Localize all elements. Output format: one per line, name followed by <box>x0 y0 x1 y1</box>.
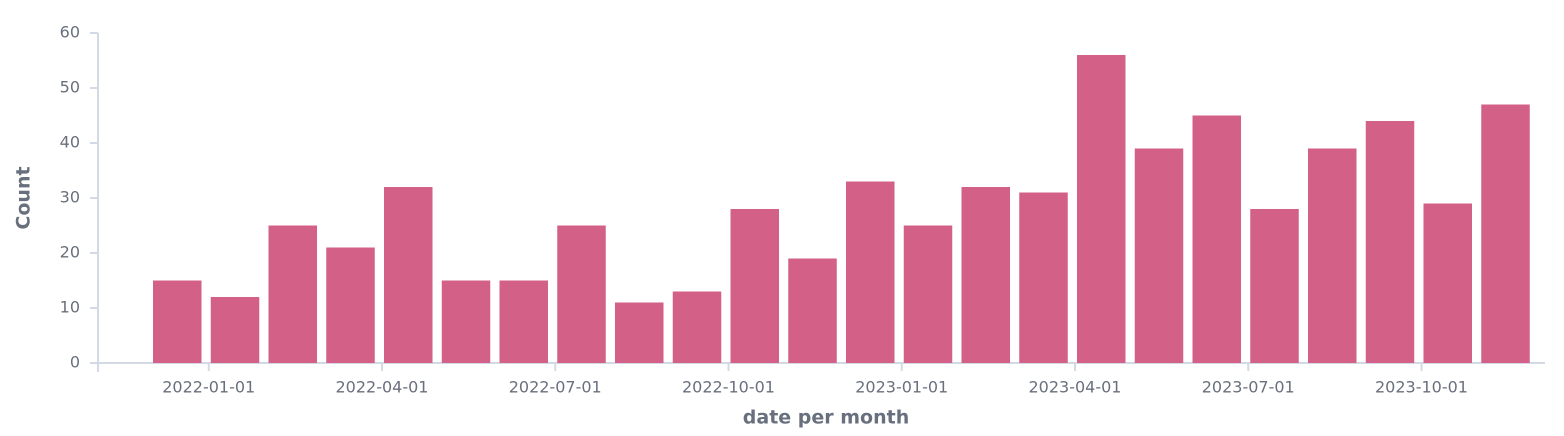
x-tick-label: 2022-04-01 <box>336 378 429 397</box>
bar <box>1192 115 1242 363</box>
x-tick-label: 2022-10-01 <box>682 378 775 397</box>
y-tick-label: 10 <box>60 298 80 317</box>
x-tick-label: 2022-07-01 <box>509 378 602 397</box>
bar <box>961 187 1011 363</box>
y-tick-label: 50 <box>60 78 80 97</box>
bar <box>268 225 318 363</box>
bar <box>1019 192 1068 363</box>
bar <box>903 225 953 363</box>
bar <box>153 280 202 363</box>
y-tick-label: 20 <box>60 243 80 262</box>
bar <box>846 181 895 363</box>
x-tick-label: 2023-01-01 <box>855 378 948 397</box>
bar <box>1423 203 1473 363</box>
bar <box>499 280 549 363</box>
bar <box>441 280 491 363</box>
bar <box>730 209 780 363</box>
bar <box>1077 55 1126 363</box>
bar <box>615 302 664 363</box>
bar <box>384 187 433 363</box>
bar <box>326 247 375 363</box>
x-axis-title: date per month <box>743 407 909 429</box>
bar <box>788 258 837 363</box>
x-tick-label: 2022-01-01 <box>162 378 255 397</box>
y-tick-label: 60 <box>60 23 80 42</box>
y-tick-label: 30 <box>60 188 80 207</box>
y-axis-title: Count <box>13 166 35 229</box>
bar <box>210 297 260 363</box>
bar <box>1481 104 1530 363</box>
bar <box>1365 121 1415 363</box>
bar <box>1250 209 1299 363</box>
x-tick-label: 2023-10-01 <box>1375 378 1468 397</box>
bar <box>1134 148 1184 363</box>
x-tick-label: 2023-07-01 <box>1202 378 1295 397</box>
y-tick-label: 40 <box>60 133 80 152</box>
bar <box>557 225 606 363</box>
y-tick-label: 0 <box>70 353 80 372</box>
bar <box>1308 148 1357 363</box>
bar <box>672 291 722 363</box>
x-tick-label: 2023-04-01 <box>1029 378 1122 397</box>
